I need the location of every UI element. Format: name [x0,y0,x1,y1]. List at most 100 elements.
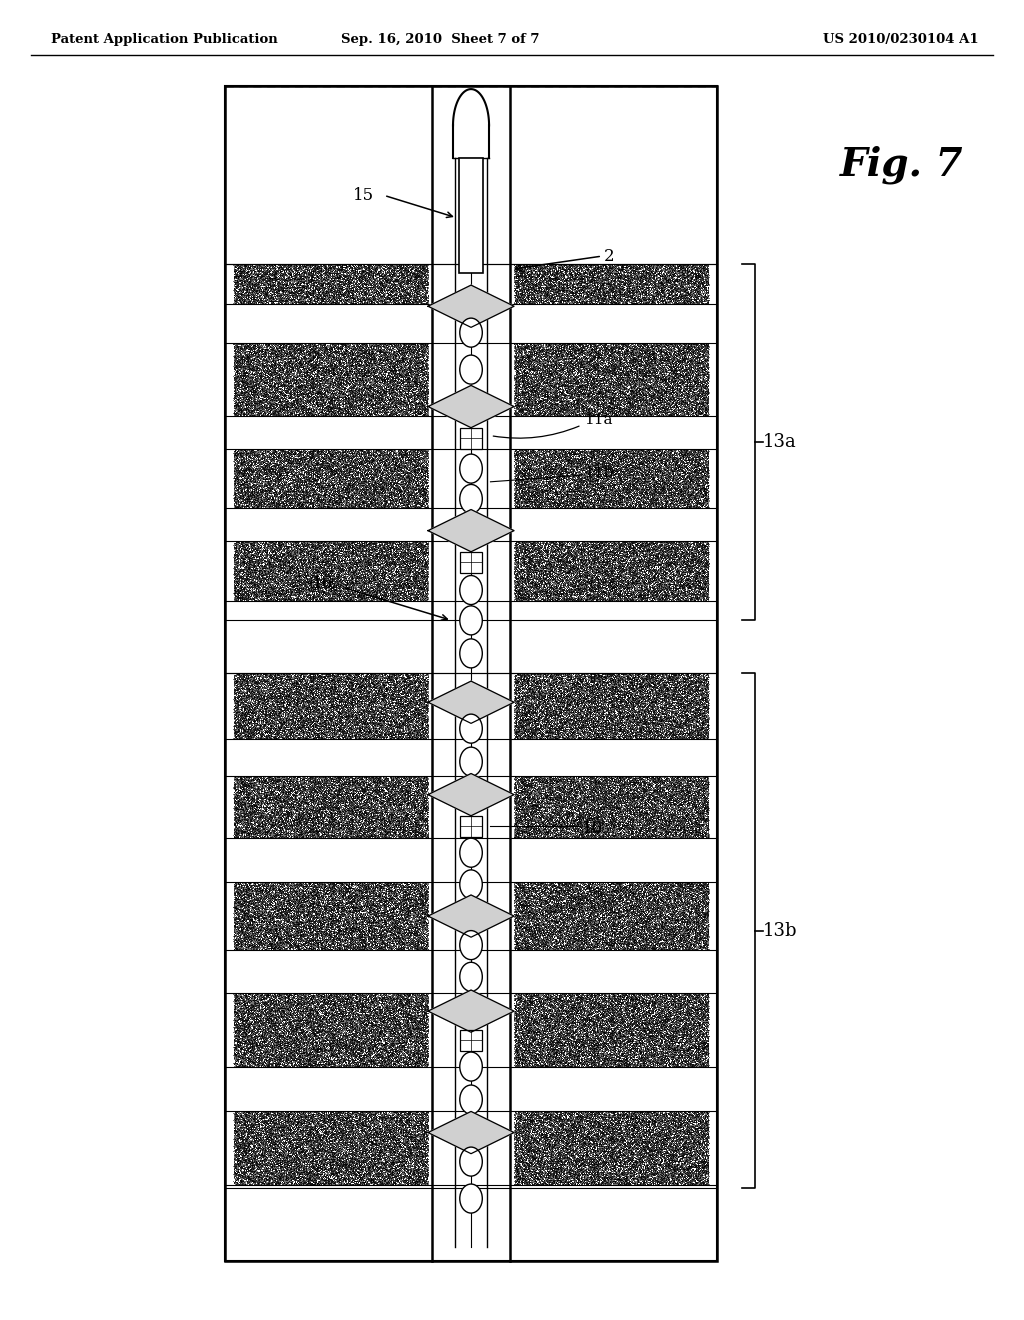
Point [383,454,399,475]
Point [252,807,268,828]
Point [540,1051,556,1072]
Point [288,465,304,486]
Point [636,987,652,1008]
Point [600,339,616,360]
Point [316,335,333,356]
Point [354,803,371,824]
Point [247,672,263,693]
Point [228,684,245,705]
Point [506,583,522,605]
Point [604,1047,621,1068]
Point [347,997,364,1018]
Point [293,492,309,513]
Point [397,375,414,396]
Point [420,358,436,379]
Point [290,903,306,924]
Point [569,484,586,506]
Point [280,781,296,803]
Point [535,348,551,370]
Point [672,1111,688,1133]
Point [352,985,369,1006]
Point [668,470,684,491]
Point [388,810,404,832]
Point [390,570,407,591]
Point [676,367,692,388]
Point [672,272,688,293]
Point [282,1001,298,1022]
Point [246,268,262,289]
Point [552,814,568,836]
Point [231,466,248,487]
Point [265,678,282,700]
Point [546,916,562,937]
Point [247,487,263,508]
Point [397,281,414,302]
Point [345,692,361,713]
Point [543,663,559,684]
Point [334,779,350,800]
Point [305,1130,322,1151]
Point [565,339,582,360]
Point [528,788,545,809]
Point [304,264,321,285]
Point [621,688,637,709]
Point [677,727,693,748]
Point [609,581,626,602]
Point [641,355,657,376]
Point [687,1159,703,1180]
Point [512,1001,528,1022]
Point [388,393,404,414]
Point [618,777,635,799]
Point [531,466,548,487]
Point [524,825,541,846]
Point [579,267,595,288]
Point [602,564,618,585]
Point [507,356,523,378]
Point [388,1164,404,1185]
Point [527,574,544,595]
Point [549,719,565,741]
Point [291,1106,307,1127]
Point [692,388,709,409]
Point [635,810,651,832]
Point [620,570,636,591]
Point [512,780,528,801]
Point [252,1010,268,1031]
Point [299,466,315,487]
Point [596,775,612,796]
Point [225,1171,242,1192]
Point [323,1034,339,1055]
Point [316,491,333,512]
Point [295,719,311,741]
Point [265,378,282,399]
Point [655,824,672,845]
Point [278,286,294,308]
Point [590,573,606,594]
Point [615,572,632,593]
Point [402,876,419,898]
Point [271,818,288,840]
Point [229,826,246,847]
Point [626,1126,642,1147]
Point [351,290,368,312]
Point [531,583,548,605]
Point [646,697,663,718]
Point [362,894,379,915]
Point [340,1111,356,1133]
Point [653,676,670,697]
Point [369,1142,385,1163]
Point [621,875,637,896]
Point [564,878,581,899]
Point [391,1036,408,1057]
Point [639,718,655,739]
Point [567,260,584,281]
Point [645,387,662,408]
Point [584,494,600,515]
Point [620,722,636,743]
Point [520,253,537,275]
Point [594,356,610,378]
Point [382,1032,398,1053]
Point [341,812,357,833]
Point [412,261,428,282]
Point [649,482,666,503]
